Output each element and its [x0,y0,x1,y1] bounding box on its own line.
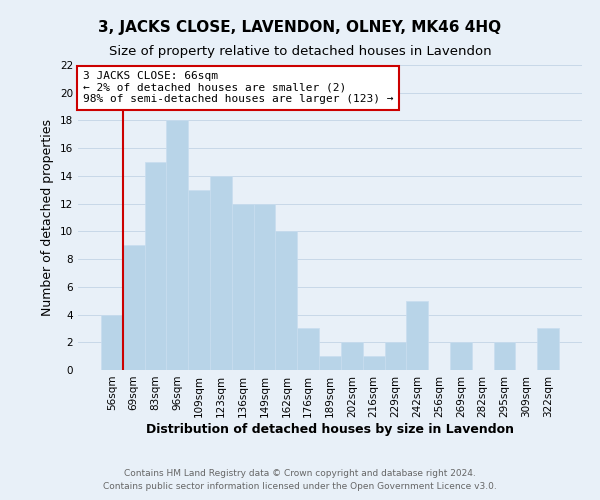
Bar [232,204,254,370]
Bar [166,120,188,370]
Bar [363,356,385,370]
Bar [406,300,428,370]
Bar [319,356,341,370]
Bar [254,204,275,370]
Bar [145,162,166,370]
Bar [537,328,559,370]
Bar [275,232,297,370]
Bar [188,190,210,370]
Text: 3, JACKS CLOSE, LAVENDON, OLNEY, MK46 4HQ: 3, JACKS CLOSE, LAVENDON, OLNEY, MK46 4H… [98,20,502,35]
Text: Contains public sector information licensed under the Open Government Licence v3: Contains public sector information licen… [103,482,497,491]
Bar [494,342,515,370]
X-axis label: Distribution of detached houses by size in Lavendon: Distribution of detached houses by size … [146,422,514,436]
Bar [101,314,123,370]
Bar [123,245,145,370]
Text: Contains HM Land Registry data © Crown copyright and database right 2024.: Contains HM Land Registry data © Crown c… [124,468,476,477]
Bar [341,342,363,370]
Text: 3 JACKS CLOSE: 66sqm
← 2% of detached houses are smaller (2)
98% of semi-detache: 3 JACKS CLOSE: 66sqm ← 2% of detached ho… [83,71,394,104]
Bar [210,176,232,370]
Text: Size of property relative to detached houses in Lavendon: Size of property relative to detached ho… [109,45,491,58]
Bar [297,328,319,370]
Y-axis label: Number of detached properties: Number of detached properties [41,119,55,316]
Bar [385,342,406,370]
Bar [450,342,472,370]
